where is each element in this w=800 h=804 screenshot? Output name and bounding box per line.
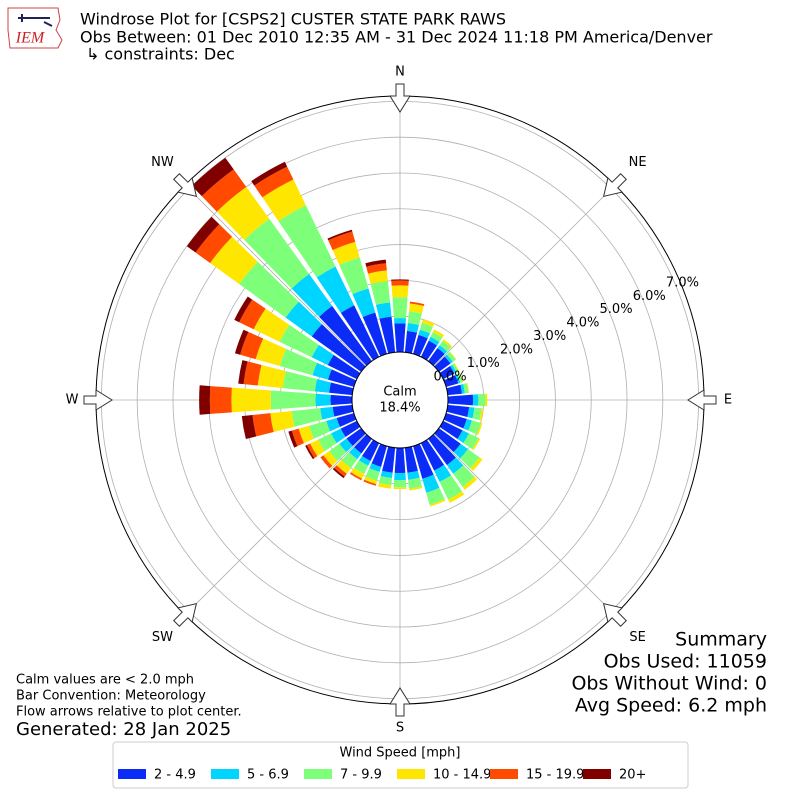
legend-label: 10 - 14.9 xyxy=(433,768,491,783)
direction-label: N xyxy=(395,65,405,80)
calm-value: 18.4% xyxy=(379,401,420,416)
r-tick-label: 3.0% xyxy=(533,329,566,344)
bar-segment xyxy=(258,365,286,388)
bar-segment xyxy=(394,480,407,487)
summary-line: Avg Speed: 6.2 mph xyxy=(575,695,767,717)
bar-segment xyxy=(393,487,406,489)
r-tick-label: 0.0% xyxy=(434,369,467,384)
r-tick-label: 6.0% xyxy=(633,289,666,304)
generated: Generated: 28 Jan 2025 xyxy=(16,719,231,740)
grid-spoke xyxy=(434,434,615,615)
direction-label: E xyxy=(724,393,732,408)
legend-swatch xyxy=(490,769,518,779)
grid-spoke xyxy=(185,434,366,615)
direction-label: SW xyxy=(152,630,173,645)
bar-segment xyxy=(394,318,406,324)
bar-segment xyxy=(392,297,407,318)
r-tick-label: 7.0% xyxy=(666,275,699,290)
bar-segment xyxy=(447,385,462,395)
legend-label: 15 - 19.9 xyxy=(526,768,584,783)
bar-segment xyxy=(394,473,406,480)
summary-line: Obs Used: 11059 xyxy=(604,651,767,673)
legend-swatch xyxy=(397,769,425,779)
bar-segment xyxy=(371,281,390,305)
bar-segment xyxy=(320,407,334,420)
bar-segment xyxy=(394,323,405,352)
legend-swatch xyxy=(211,769,239,779)
bar-segment xyxy=(210,386,232,414)
r-tick-label: 4.0% xyxy=(566,316,599,331)
summary-title: Summary xyxy=(675,629,767,651)
calm-label: Calm xyxy=(383,385,416,400)
bar-segment xyxy=(231,388,271,413)
note: Flow arrows relative to plot center. xyxy=(16,705,242,720)
bar-segment xyxy=(315,394,330,406)
flow-arrow xyxy=(390,688,410,716)
legend-swatch xyxy=(118,769,146,779)
flow-arrow xyxy=(390,84,410,112)
direction-label: NW xyxy=(151,155,174,170)
title: Windrose Plot for [CSPS2] CUSTER STATE P… xyxy=(80,10,506,29)
legend-swatch xyxy=(304,769,332,779)
flow-arrow xyxy=(688,390,716,410)
r-tick-label: 5.0% xyxy=(600,302,633,317)
direction-label: W xyxy=(66,393,79,408)
bar-segment xyxy=(376,302,392,318)
legend-label: 7 - 9.9 xyxy=(340,768,382,783)
bar-segment xyxy=(395,448,406,473)
bar-segment xyxy=(199,385,210,414)
note: Calm values are < 2.0 mph xyxy=(16,673,194,688)
bar-segment xyxy=(392,285,409,297)
legend-swatch xyxy=(583,769,611,779)
bar-segment xyxy=(473,394,479,405)
bar-segment xyxy=(448,395,473,406)
logo: IEM xyxy=(8,8,62,48)
bar-segment xyxy=(408,311,422,325)
direction-label: SE xyxy=(629,630,645,645)
bar-segment xyxy=(270,411,294,432)
r-tick-label: 2.0% xyxy=(500,342,533,357)
logo-icon xyxy=(18,14,52,26)
bar-segment xyxy=(253,413,274,436)
constraints: ↳ constraints: Dec xyxy=(86,45,235,64)
legend-label: 5 - 6.9 xyxy=(247,768,289,783)
bar-segment xyxy=(391,280,409,285)
flow-arrow xyxy=(84,390,112,410)
bar-segment xyxy=(315,379,331,393)
legend-label: 20+ xyxy=(619,768,646,783)
bar-segment xyxy=(331,395,353,405)
r-tick-label: 1.0% xyxy=(467,356,500,371)
direction-label: S xyxy=(396,721,404,736)
bar-segment xyxy=(485,394,487,407)
bar-segment xyxy=(271,391,316,410)
logo-text: IEM xyxy=(15,30,46,47)
legend-label: 2 - 4.9 xyxy=(154,768,196,783)
grid-spoke xyxy=(434,185,615,366)
bar-segment xyxy=(478,394,485,407)
direction-label: NE xyxy=(629,155,647,170)
legend-title: Wind Speed [mph] xyxy=(340,746,461,761)
summary-line: Obs Without Wind: 0 xyxy=(571,673,767,695)
note: Bar Convention: Meteorology xyxy=(16,689,206,704)
